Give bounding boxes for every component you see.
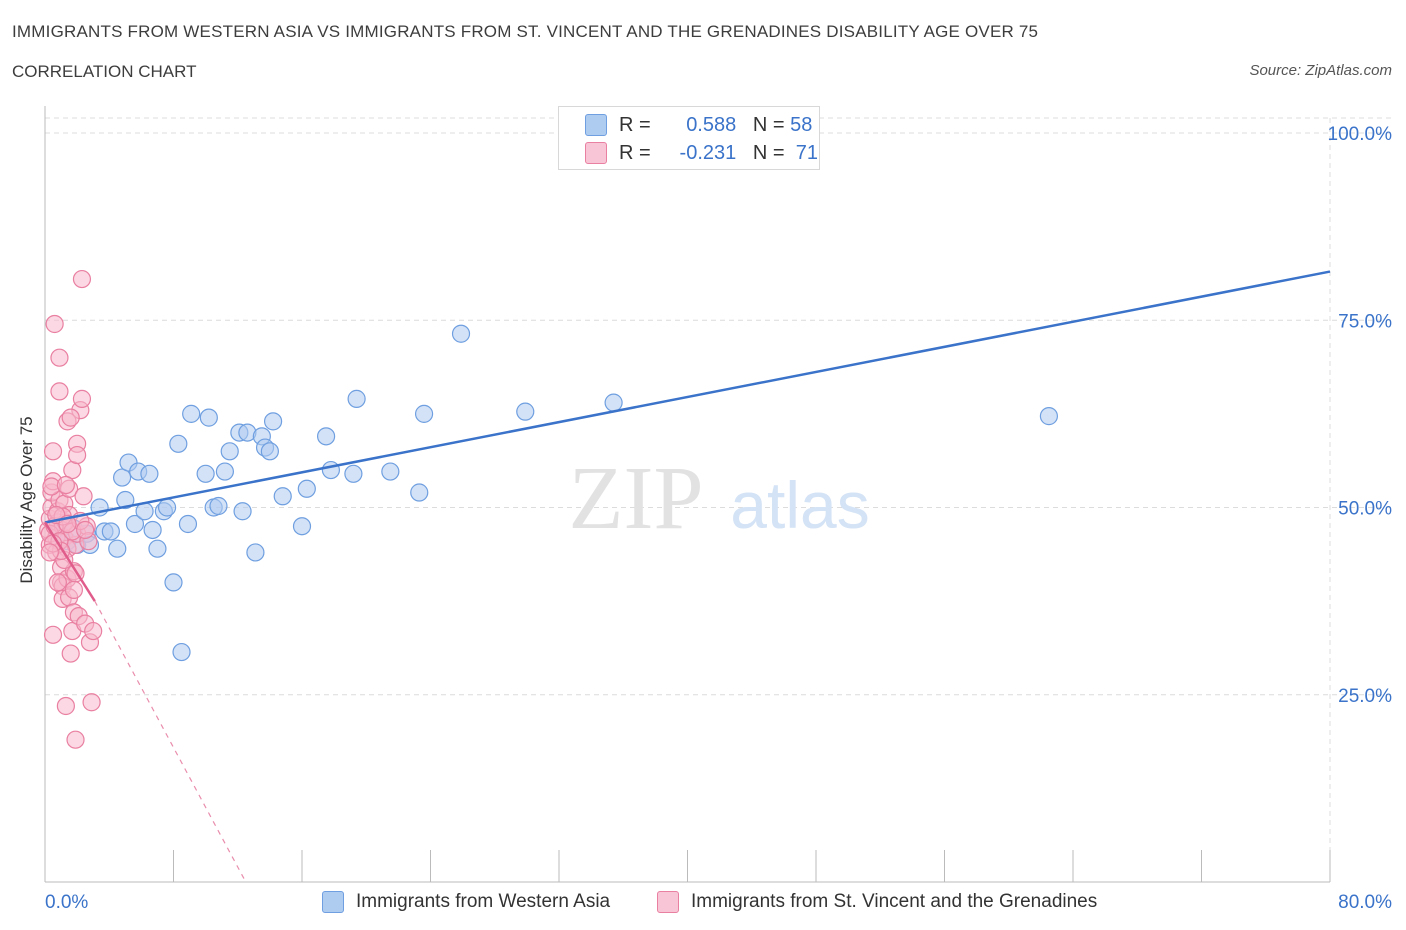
point-st-vincent: [66, 730, 85, 749]
point-western-asia: [347, 389, 366, 408]
legend-n-value: 58: [790, 113, 813, 136]
point-western-asia: [273, 487, 292, 506]
data-points: [39, 269, 1059, 749]
point-western-asia: [381, 462, 400, 481]
point-western-asia: [140, 464, 159, 483]
point-st-vincent: [82, 693, 101, 712]
point-western-asia: [246, 543, 265, 562]
tick-labels: 100.0% 75.0% 50.0% 25.0% 0.0% 80.0%: [45, 124, 1392, 913]
trend-lines: [43, 270, 1331, 883]
point-western-asia: [125, 514, 145, 534]
chart-title: IMMIGRANTS FROM WESTERN ASIA VS IMMIGRAN…: [12, 22, 1039, 41]
legend-row-pink: R = -0.231 N = 71: [585, 141, 818, 165]
point-western-asia: [148, 539, 167, 558]
point-st-vincent: [56, 475, 75, 495]
legend-r-label: R =: [619, 113, 651, 136]
legend-n-label: N =: [752, 113, 785, 136]
point-western-asia: [182, 404, 201, 423]
point-western-asia: [410, 483, 429, 502]
point-western-asia: [199, 408, 218, 427]
point-western-asia: [344, 464, 363, 483]
point-western-asia: [157, 498, 177, 517]
y-tick-label: 75.0%: [1338, 311, 1392, 332]
point-western-asia: [101, 522, 120, 541]
point-st-vincent: [61, 644, 80, 663]
watermark-atlas: atlas: [730, 468, 869, 542]
bottom-legend-label: Immigrants from St. Vincent and the Gren…: [691, 891, 1098, 912]
point-st-vincent: [45, 314, 64, 334]
legend-swatch-pink: [585, 142, 607, 164]
point-western-asia: [516, 402, 535, 421]
legend-n-value: 71: [795, 141, 818, 164]
point-western-asia: [451, 324, 471, 343]
x-tick-label: 80.0%: [1338, 892, 1392, 913]
point-western-asia: [215, 462, 234, 481]
point-st-vincent: [61, 408, 80, 427]
point-western-asia: [414, 404, 434, 423]
bottom-legend-item-western-asia: Immigrants from Western Asia: [322, 890, 610, 914]
point-western-asia: [604, 393, 623, 412]
point-st-vincent: [43, 625, 63, 644]
point-st-vincent: [68, 445, 87, 465]
legend-r-value: -0.231: [679, 141, 737, 164]
point-western-asia: [297, 479, 316, 498]
trendline-st-vincent: [43, 521, 96, 602]
point-st-vincent: [43, 442, 63, 461]
point-western-asia: [116, 490, 135, 510]
point-western-asia: [209, 496, 228, 516]
legend-swatch-blue: [585, 114, 607, 136]
legend-r-value: 0.588: [686, 113, 737, 136]
point-st-vincent: [76, 520, 95, 540]
bottom-legend-swatch-blue: [322, 891, 344, 913]
point-western-asia: [260, 442, 279, 461]
trendline-western-asia: [44, 270, 1331, 524]
point-st-vincent: [40, 543, 59, 562]
trendline-st-vincent-extension: [94, 600, 247, 883]
point-st-vincent: [48, 573, 67, 592]
y-tick-label: 25.0%: [1338, 686, 1392, 707]
point-western-asia: [263, 412, 283, 431]
point-western-asia: [112, 468, 132, 487]
point-st-vincent: [84, 621, 103, 641]
bottom-legend-swatch-pink: [657, 891, 679, 913]
point-st-vincent: [72, 389, 92, 408]
point-western-asia: [196, 464, 215, 483]
legend-n-label: N =: [752, 141, 785, 164]
bottom-legend-label: Immigrants from Western Asia: [356, 891, 611, 912]
point-st-vincent: [50, 348, 69, 367]
y-tick-label: 100.0%: [1328, 124, 1393, 145]
point-st-vincent: [72, 269, 92, 289]
point-western-asia: [143, 520, 162, 540]
legend-row-blue: R = 0.588 N = 58: [585, 113, 812, 137]
x-tick-label: 0.0%: [45, 892, 88, 913]
watermark: ZIP atlas: [569, 449, 870, 548]
point-western-asia: [172, 642, 191, 662]
point-western-asia: [164, 573, 183, 592]
point-western-asia: [220, 442, 239, 461]
point-western-asia: [233, 502, 252, 521]
point-western-asia: [169, 434, 188, 453]
bottom-legend-item-st-vincent: Immigrants from St. Vincent and the Gren…: [657, 890, 1097, 914]
point-western-asia: [178, 514, 198, 534]
point-st-vincent: [56, 696, 75, 716]
point-western-asia: [292, 517, 312, 536]
correlation-legend: R = 0.588 N = 58 R = -0.231 N = 71: [558, 106, 820, 170]
point-western-asia: [1039, 407, 1059, 426]
point-st-vincent: [64, 580, 84, 599]
point-western-asia: [316, 427, 336, 446]
point-western-asia: [321, 460, 341, 480]
source-credit: Source: ZipAtlas.com: [1249, 62, 1392, 79]
point-st-vincent: [50, 382, 69, 401]
y-tick-label: 50.0%: [1338, 499, 1392, 520]
point-western-asia: [108, 539, 127, 558]
legend-r-label: R =: [619, 141, 651, 164]
point-st-vincent: [74, 487, 93, 506]
gridlines: [45, 117, 1392, 882]
chart-subtitle: CORRELATION CHART: [12, 62, 197, 81]
watermark-zip: ZIP: [569, 449, 704, 548]
